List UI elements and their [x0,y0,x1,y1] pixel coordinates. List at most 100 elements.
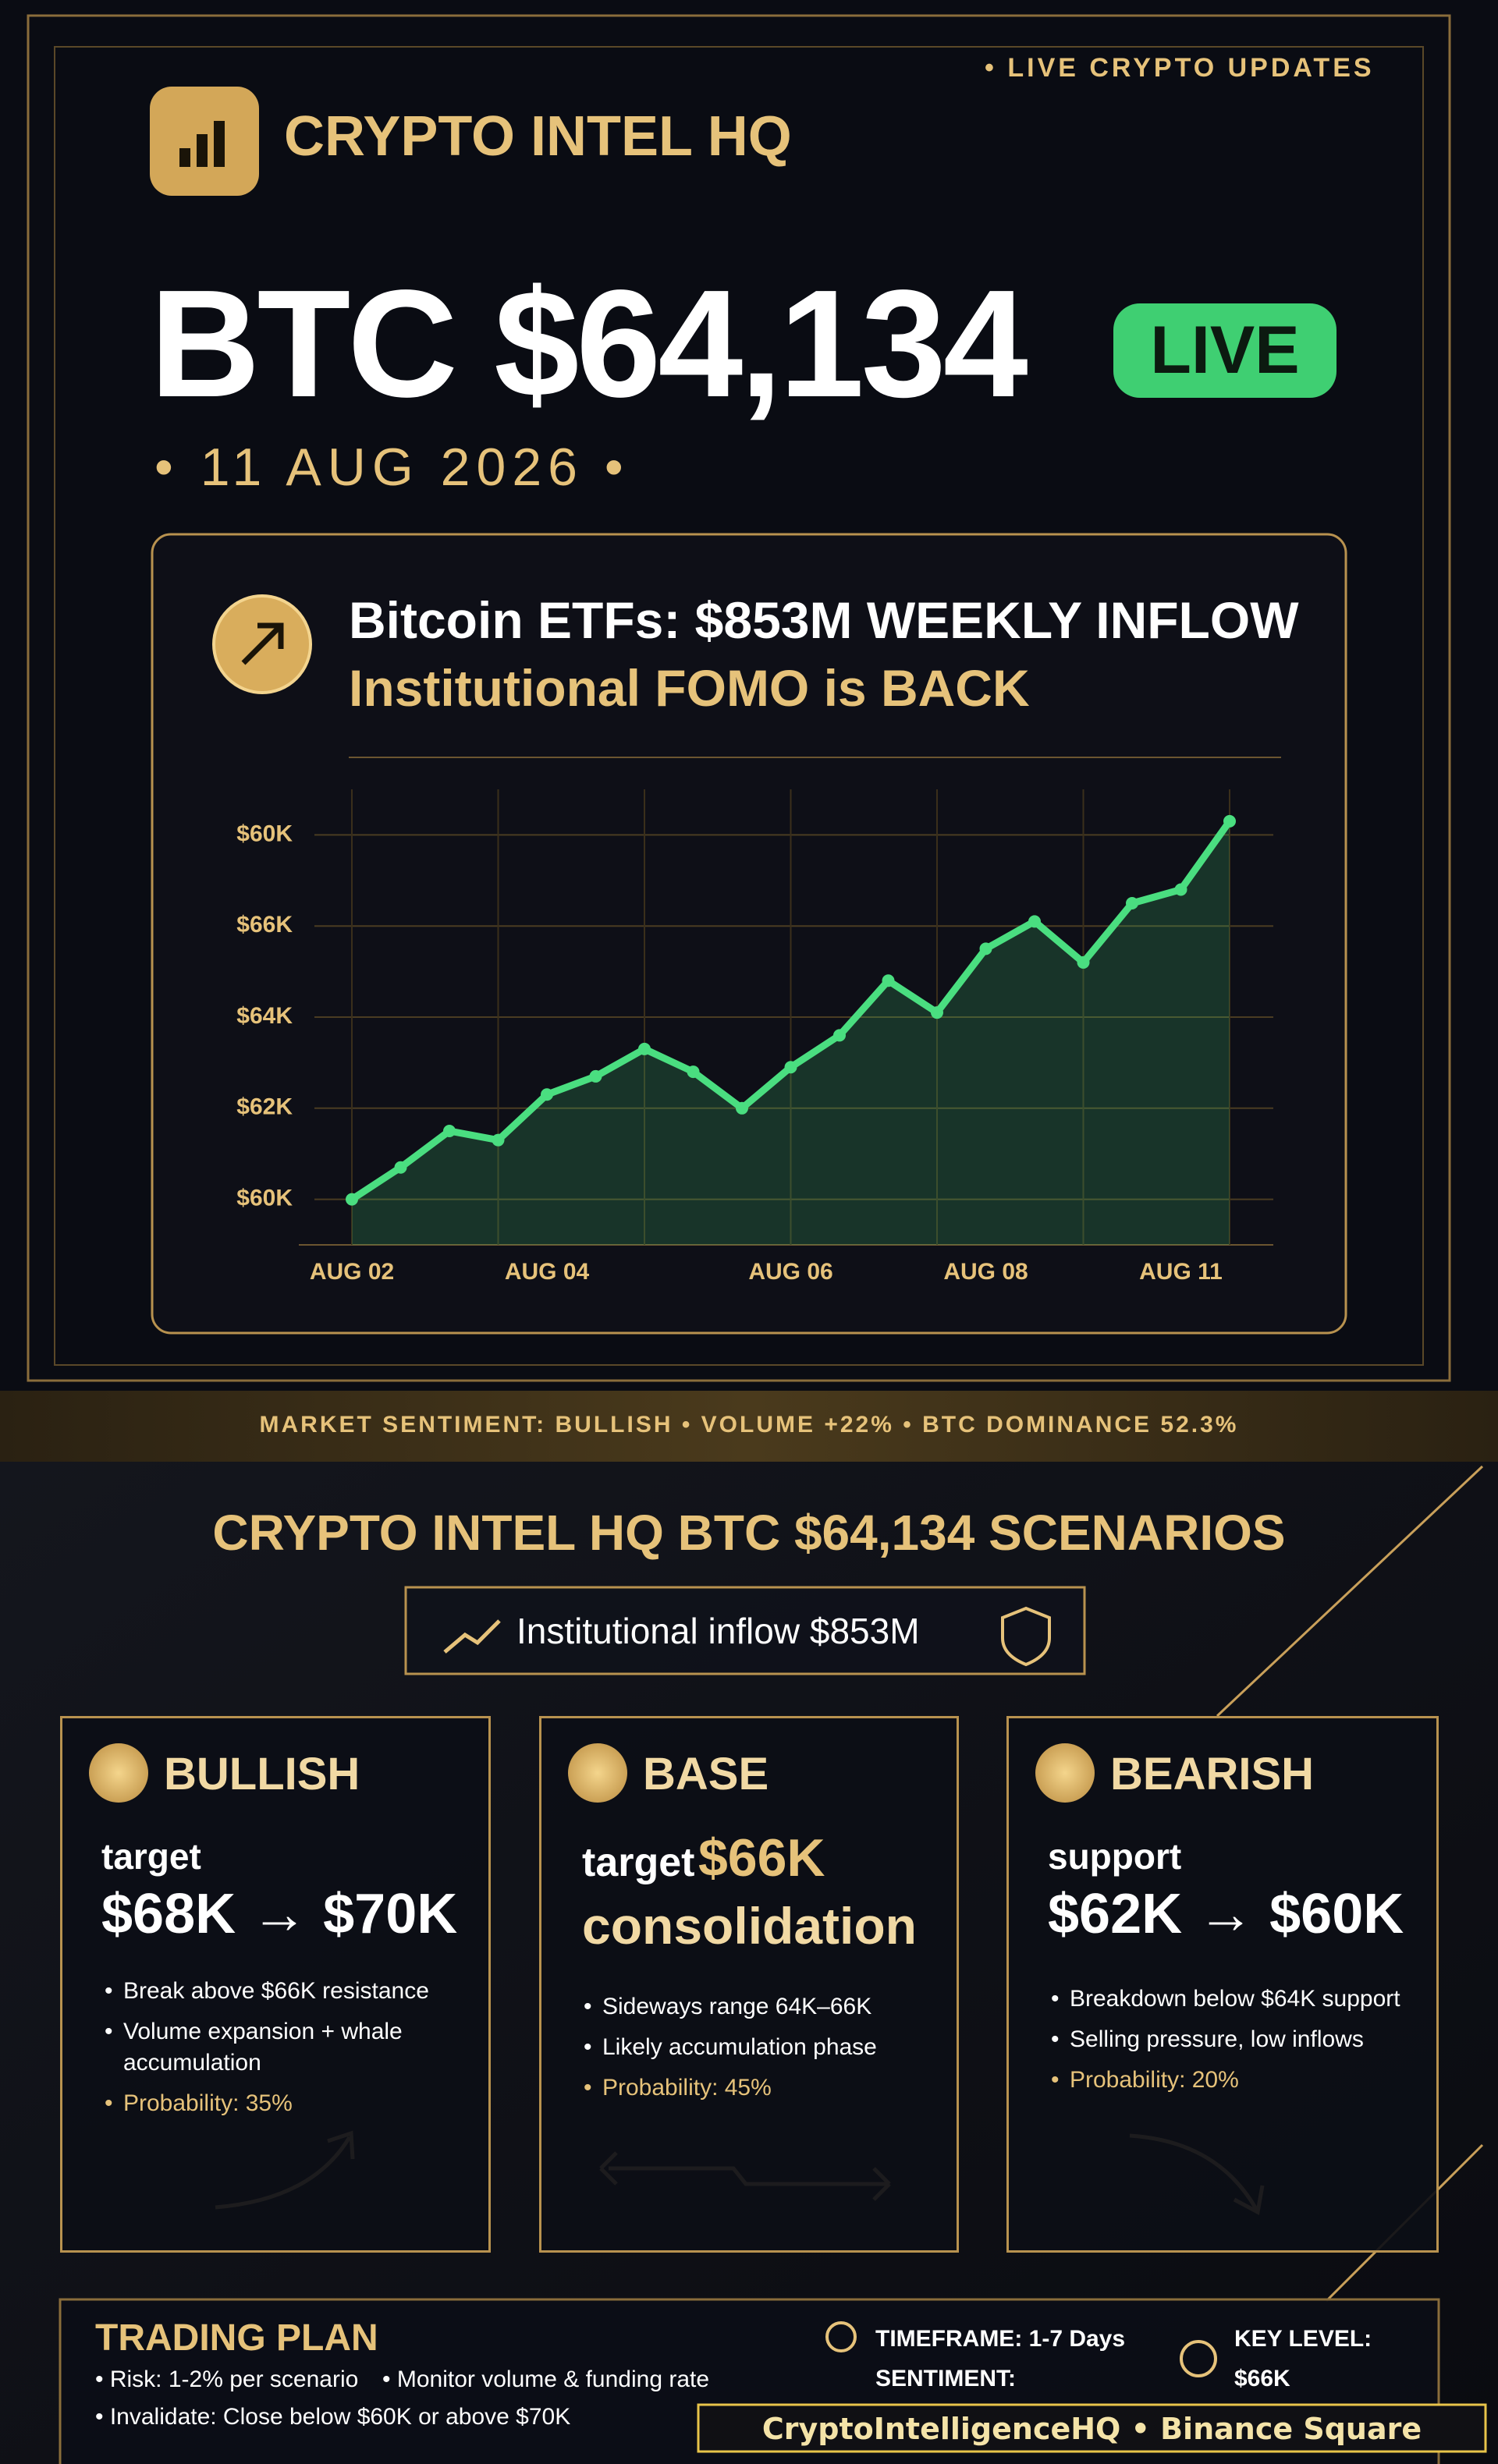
y-tick-label: $60K [236,821,293,846]
point [541,1088,553,1101]
brand-icon-bar [197,134,208,167]
scenarios-title: CRYPTO INTEL HQ BTC $64,134 SCENARIOS [212,1505,1286,1561]
y-tick-label: $60K [236,1186,293,1211]
bullet: Selling pressure, low inflows [1048,2024,1407,2055]
y-tick-label: $64K [236,1003,293,1029]
accent-line [1216,1465,1484,1718]
y-tick-label: $62K [236,1094,293,1120]
card-target: $68K → $70K [101,1883,458,1945]
point [638,1042,651,1055]
card-icon [89,1743,148,1803]
ticker: MARKET SENTIMENT: BULLISH • VOLUME +22% … [259,1412,1239,1438]
plan-title: TRADING PLAN [95,2317,378,2359]
x-tick-label: AUG 06 [748,1259,832,1285]
point [1077,955,1090,969]
point [589,1069,602,1083]
pill-icon [443,1619,501,1654]
probability: Probability: 45% [580,2072,939,2104]
footer-box [697,2403,1487,2453]
area [352,821,1230,1245]
key-level-label: KEY LEVEL: [1234,2326,1372,2352]
point [979,942,992,955]
subhead: Institutional FOMO is BACK [349,659,1030,717]
card-bullets: Sideways range 64K–66K Likely accumulati… [580,1991,939,2113]
card-title: BASE [643,1749,769,1799]
outer-frame [27,14,1451,1382]
point [833,1029,846,1042]
plan-item: • Monitor volume & funding rate [382,2367,710,2392]
card-title: BULLISH [164,1749,360,1799]
live-tag: • LIVE CRYPTO UPDATES [985,53,1375,83]
card-icon [1035,1743,1095,1803]
inner-frame [54,46,1424,1366]
probability: Probability: 20% [1048,2065,1407,2096]
point [687,1065,700,1079]
bullet: Likely accumulation phase [580,2032,939,2063]
x-tick-label: AUG 02 [310,1259,394,1285]
plan-item-text: Monitor volume & funding rate [396,2367,710,2392]
timeframe: TIMEFRAME: 1-7 Days [875,2326,1126,2352]
point [784,1061,797,1074]
point [1223,814,1236,828]
point [443,1125,456,1137]
price: BTC $64,134 [150,258,1028,429]
plan-item-text: Risk: 1-2% per scenario [109,2367,359,2392]
card-target: $62K → $60K [1048,1883,1404,1945]
headline: Bitcoin ETFs: $853M WEEKLY INFLOW [349,590,1299,650]
card-bullets: Breakdown below $64K support Selling pre… [1048,1984,1407,2105]
plan-item-text: Invalidate: Close below $60K or above $7… [109,2404,571,2430]
bullet: Sideways range 64K–66K [580,1991,939,2023]
footer: CryptoIntelligenceHQ • Binance Square [761,2412,1422,2446]
bullet: Break above $66K resistance [101,1976,460,2007]
point [882,974,895,987]
key-level-value: $66K [1234,2366,1290,2391]
point [492,1133,505,1147]
point [931,1006,943,1019]
card-label: support [1048,1836,1182,1877]
card-target-line: target $66K [582,1828,825,1888]
y-tick-label: $66K [236,912,293,938]
live-badge: LIVE [1113,303,1336,398]
date: • 11 AUG 2026 • [154,438,630,497]
probability: Probability: 35% [101,2088,460,2119]
card-base: BASE target $66K consolidation Sideways … [539,1716,959,2253]
bullet: Volume expansion + whale accumulation [101,2016,460,2079]
card-label: target [582,1840,695,1885]
point [1174,883,1187,896]
shield-icon [1001,1606,1051,1667]
point [1028,915,1041,928]
brand: CRYPTO INTEL HQ [284,105,792,168]
plan-item: • Risk: 1-2% per scenario [95,2367,359,2392]
bullet: Breakdown below $64K support [1048,1984,1407,2015]
target-icon [1180,2340,1217,2377]
brand-icon-bar [214,121,225,167]
card-target: $66K [698,1828,825,1888]
x-tick-label: AUG 04 [505,1259,590,1285]
card-bearish: BEARISH support $62K → $60K Breakdown be… [1006,1716,1439,2253]
card-icon [568,1743,627,1803]
ticker-band [0,1391,1498,1462]
card-label: target [101,1836,201,1877]
x-tick-label: AUG 08 [943,1259,1028,1285]
x-tick-label: AUG 11 [1139,1259,1223,1285]
point [1126,897,1138,909]
chart: $60K $62K $64K $66K $60K AUG 02 AUG 04 AUG 06 AU… [236,789,1273,1285]
news-icon-arrow [241,622,284,665]
pill-text: Institutional inflow $853M [516,1611,920,1651]
card-bullish: BULLISH target $68K → $70K Break above $… [60,1716,491,2253]
clock-icon [825,2321,857,2352]
pill-box [404,1586,1086,1675]
plan-item: • Invalidate: Close below $60K or above … [95,2404,571,2430]
brand-icon-bar [179,148,190,167]
card-title: BEARISH [1110,1749,1315,1799]
point [394,1161,407,1174]
point [736,1101,748,1115]
card-bullets: Break above $66K resistance Volume expan… [101,1976,460,2129]
sentiment: SENTIMENT: [875,2366,1016,2391]
point [346,1193,358,1206]
headline-a: Bitcoin ETFs: $853M [349,591,853,649]
headline-b: WEEKLY INFLOW [866,591,1299,649]
card-sub: consolidation [582,1897,917,1955]
